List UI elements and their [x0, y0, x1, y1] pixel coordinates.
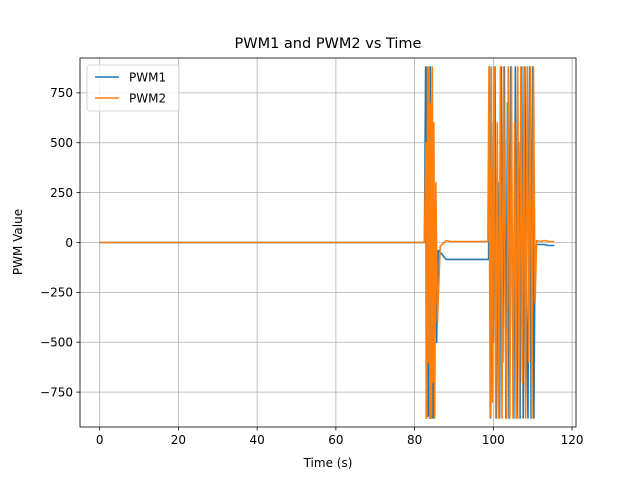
- x-tick-label: 0: [96, 433, 104, 447]
- y-tick-label: 750: [50, 86, 73, 100]
- legend-label-pwm2: PWM2: [129, 91, 166, 105]
- x-tick-label: 40: [250, 433, 265, 447]
- legend: PWM1 PWM2: [86, 64, 180, 112]
- x-tick-label: 20: [171, 433, 186, 447]
- y-tick-label: 500: [50, 136, 73, 150]
- y-tick-label: 250: [50, 186, 73, 200]
- series-line-pwm2: [99, 66, 555, 419]
- plot-lines: [99, 66, 555, 419]
- x-tick-label: 60: [328, 433, 343, 447]
- y-axis-label: PWM Value: [11, 209, 25, 275]
- y-tick-label: 0: [65, 236, 73, 250]
- y-ticks: −750 −500 −250 0 250 500 750: [40, 86, 80, 399]
- x-tick-label: 80: [407, 433, 422, 447]
- y-tick-label: −500: [40, 336, 73, 350]
- chart-title: PWM1 and PWM2 vs Time: [235, 36, 422, 52]
- y-tick-label: −750: [40, 385, 73, 399]
- x-axis-label: Time (s): [303, 456, 353, 470]
- y-tick-label: −250: [40, 286, 73, 300]
- legend-label-pwm1: PWM1: [129, 70, 166, 84]
- x-tick-label: 120: [561, 433, 584, 447]
- x-ticks: 0 20 40 60 80 100 120: [96, 427, 584, 447]
- x-tick-label: 100: [482, 433, 505, 447]
